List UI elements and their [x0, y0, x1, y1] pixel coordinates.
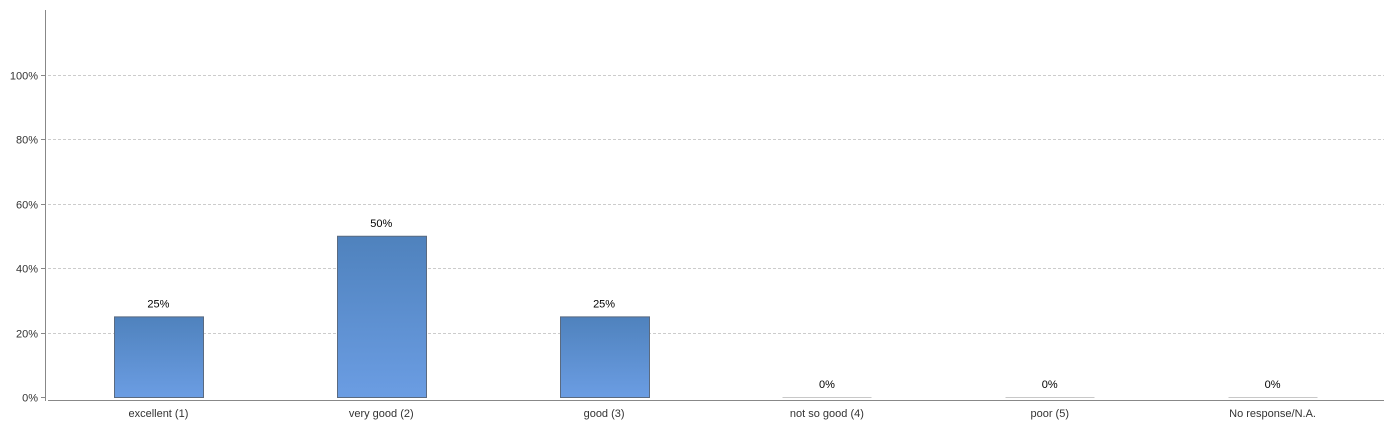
x-category-label: not so good (4)	[790, 408, 864, 420]
data-label: 25%	[593, 298, 615, 310]
bars	[114, 235, 1318, 398]
data-label: 0%	[1042, 379, 1058, 391]
y-tick-label: 100%	[10, 71, 38, 83]
y-tick-label: 20%	[16, 329, 38, 341]
x-category-label: No response/N.A.	[1229, 408, 1316, 420]
y-tick-label: 40%	[16, 264, 38, 276]
y-tick-label: 0%	[22, 393, 38, 405]
y-tick-label: 80%	[16, 135, 38, 147]
bar	[114, 316, 204, 398]
data-label: 50%	[370, 218, 392, 230]
data-label: 0%	[819, 379, 835, 391]
data-label: 0%	[1265, 379, 1281, 391]
y-tick-label: 60%	[16, 200, 38, 212]
x-category-label: excellent (1)	[128, 408, 188, 420]
data-label: 25%	[147, 298, 169, 310]
x-category-label: very good (2)	[349, 408, 414, 420]
bar	[337, 235, 427, 398]
x-category-label: good (3)	[584, 408, 625, 420]
x-category-label: poor (5)	[1030, 408, 1069, 420]
grid-lines	[48, 75, 1384, 334]
bar	[560, 316, 650, 398]
labels: 0% 20% 40% 60% 80% 100% 25% excellent (1) 50% ver…	[10, 71, 1316, 421]
axes	[41, 10, 1384, 401]
